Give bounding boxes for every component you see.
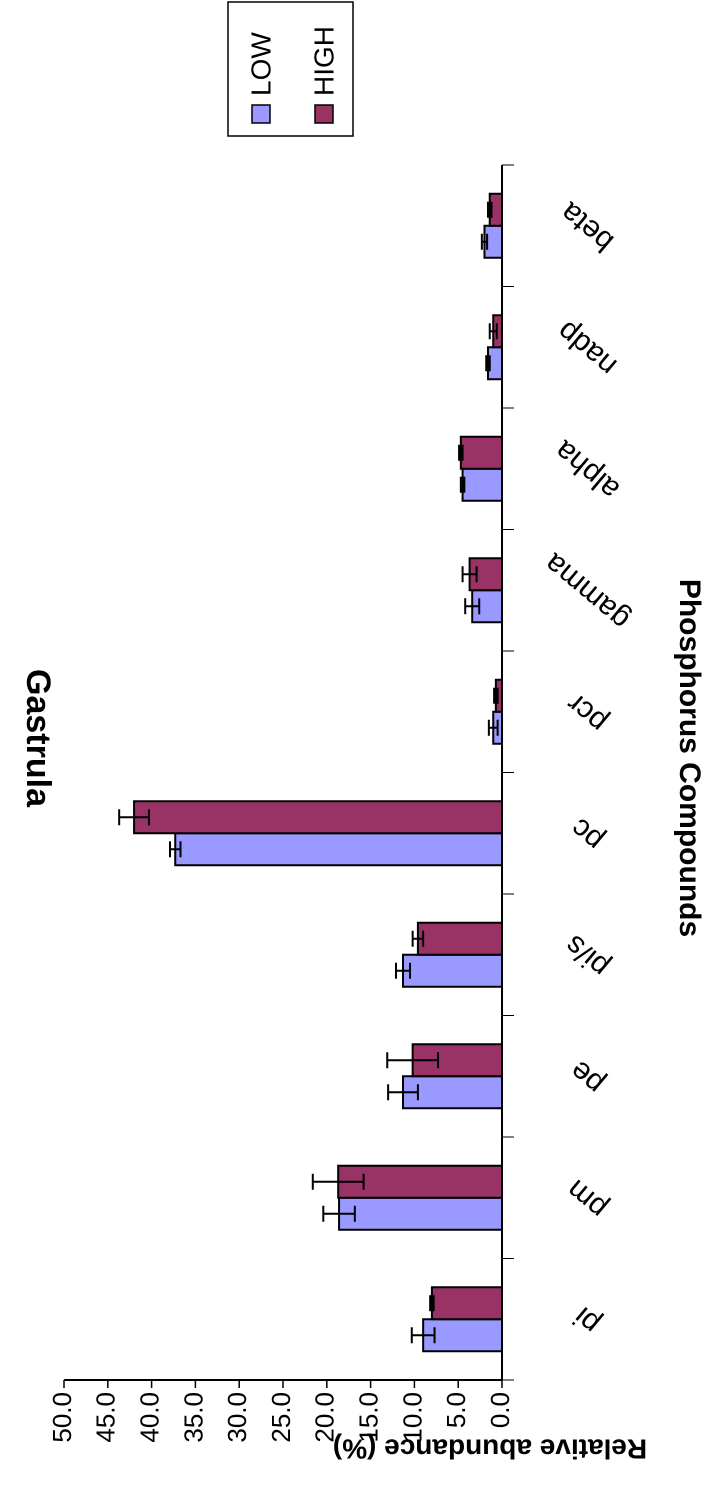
value-tick-label: 0.0	[485, 1392, 515, 1428]
bar-low	[338, 1196, 503, 1231]
category-label: nadp	[551, 314, 623, 382]
bar-low	[461, 467, 503, 502]
bar-high	[133, 800, 504, 835]
category-label: pe	[564, 1054, 611, 1101]
bar-high	[430, 1286, 504, 1321]
category-label: pi/s	[558, 928, 615, 983]
bar-high	[416, 921, 503, 956]
y-axis-title: Relative abundance (%)	[333, 1434, 647, 1465]
value-tick-label: 45.0	[91, 1392, 121, 1443]
bar-high	[459, 435, 504, 470]
category-label: pcr	[560, 687, 613, 739]
chart-title: Gastrula	[19, 669, 57, 808]
category-label: gamma	[538, 546, 636, 636]
value-tick-label: 25.0	[266, 1392, 296, 1443]
bar-low	[402, 953, 503, 988]
value-tick-label: 20.0	[310, 1392, 340, 1443]
value-tick-label: 30.0	[222, 1392, 252, 1443]
value-tick-label: 10.0	[397, 1392, 427, 1443]
value-tick-label: 35.0	[178, 1392, 208, 1443]
category-label: pc	[564, 812, 609, 858]
bars	[133, 192, 504, 1353]
legend-label-high: HIGH	[308, 26, 339, 96]
x-axis-title: Phosphorus Compounds	[673, 579, 706, 937]
legend-swatch-low	[251, 104, 271, 124]
value-tick-label: 15.0	[353, 1392, 383, 1443]
value-tick-label: 5.0	[441, 1392, 471, 1428]
legend: LOW HIGH	[227, 1, 354, 137]
bar-high	[337, 1164, 503, 1199]
bar-low	[174, 832, 503, 867]
category-label: alpha	[548, 434, 626, 507]
category-label: pi	[567, 1300, 606, 1340]
category-ticks: pi pm pe pi/s pc pcr gamma alpha nadp beta	[502, 164, 636, 1381]
category-label: beta	[554, 195, 620, 258]
value-tick-label: 40.0	[134, 1392, 164, 1443]
value-tick-label: 50.0	[47, 1392, 77, 1443]
value-ticks: 0.0 5.0 10.0 15.0 20.0 25.0 30.0 35.0 40.0 45.0 50…	[47, 1380, 515, 1443]
error-bars	[118, 201, 499, 1344]
legend-swatch-high	[314, 104, 334, 124]
legend-label-low: LOW	[245, 32, 276, 96]
category-label: pm	[560, 1173, 613, 1225]
